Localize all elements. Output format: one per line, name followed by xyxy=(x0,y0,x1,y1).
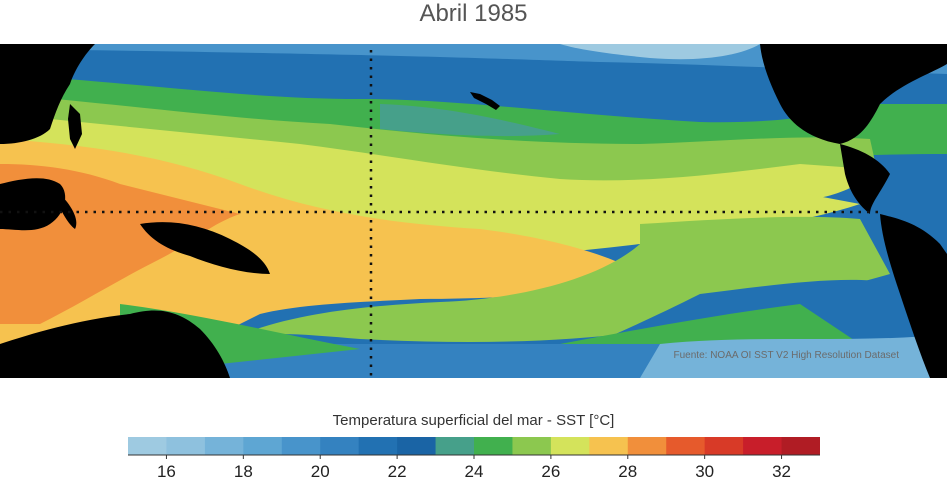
colorbar-bin xyxy=(512,437,552,455)
land-philippines xyxy=(68,104,82,149)
colorbar-bin xyxy=(320,437,360,455)
land-japan xyxy=(40,44,62,79)
colorbar-bin xyxy=(550,437,590,455)
colorbar-tick-label: 22 xyxy=(387,462,407,481)
colorbar-tick-label: 16 xyxy=(156,462,176,481)
colorbar-tick-label: 26 xyxy=(541,462,561,481)
colorbar xyxy=(128,437,820,459)
colorbar-title: Temperatura superficial del mar - SST [°… xyxy=(332,412,615,429)
sst-band-warm-pool-orange-light xyxy=(0,139,640,354)
colorbar-bin xyxy=(204,437,244,455)
colorbar-bin xyxy=(358,437,398,455)
sst-band-north-lightest xyxy=(560,44,760,60)
land-new-guinea xyxy=(140,222,270,274)
land-borneo-sumatra xyxy=(0,178,66,231)
colorbar-tick-label: 24 xyxy=(464,462,484,481)
sst-map xyxy=(0,44,947,378)
colorbar-bin xyxy=(589,437,629,455)
colorbar-bin xyxy=(704,437,744,455)
colorbar-bin xyxy=(474,437,513,455)
land-central-america xyxy=(840,144,890,214)
colorbar-bin xyxy=(243,437,283,455)
land-sulawesi xyxy=(58,194,77,229)
colorbar-tick-label: 32 xyxy=(772,462,791,481)
colorbar-bin xyxy=(743,437,783,455)
colorbar-bin xyxy=(627,437,667,455)
colorbar-bin xyxy=(666,437,706,455)
colorbar-bin xyxy=(128,437,167,455)
land-north-america xyxy=(760,44,947,144)
sst-band-south-lightblue xyxy=(640,334,947,378)
colorbar-tick-label: 30 xyxy=(695,462,715,481)
data-source-credit: Fuente: NOAA OI SST V2 High Resolution D… xyxy=(673,350,899,361)
colorbar-tick-label: 20 xyxy=(310,462,330,481)
land-asia xyxy=(0,44,95,144)
colorbar-bin xyxy=(781,437,820,455)
land-south-america xyxy=(880,214,947,378)
colorbar-bin xyxy=(435,437,475,455)
colorbar-bin xyxy=(166,437,206,455)
land-australia xyxy=(0,310,230,378)
colorbar-bin xyxy=(397,437,437,455)
colorbar-tick-label: 18 xyxy=(233,462,253,481)
sst-band-north-teal xyxy=(380,104,560,137)
map-title: Abril 1985 xyxy=(419,0,528,27)
colorbar-tick-label: 28 xyxy=(618,462,638,481)
colorbar-bin xyxy=(281,437,321,455)
land-hawaii xyxy=(470,92,500,110)
